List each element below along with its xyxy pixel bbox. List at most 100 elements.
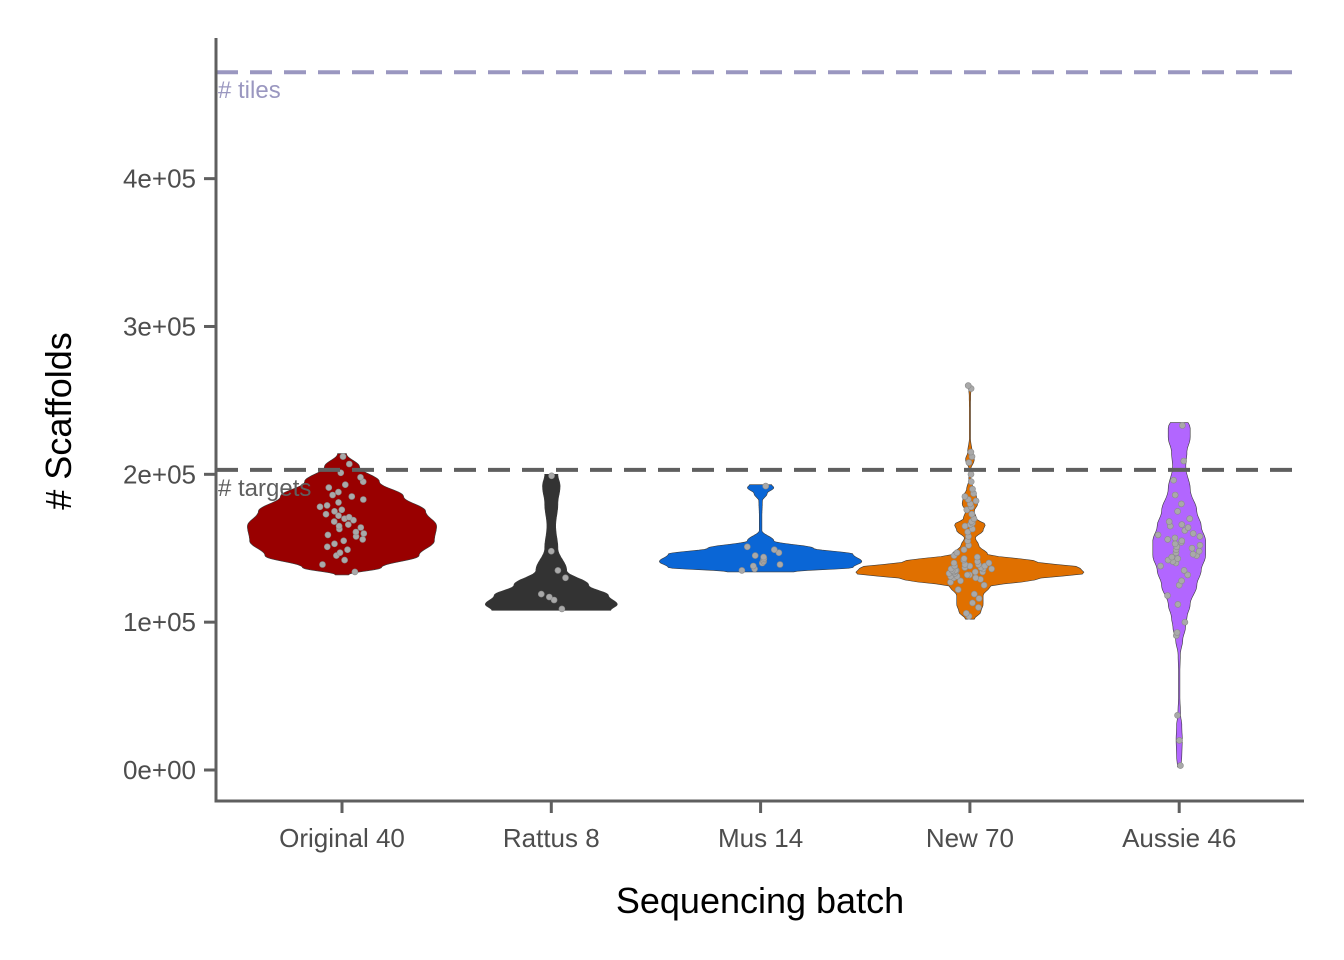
x-tick-label: Aussie 46 [1122,823,1236,853]
reference-label-tiles: # tiles [218,77,281,104]
data-point [1180,457,1187,465]
data-point [1174,601,1182,608]
data-point [972,497,980,505]
data-point [953,549,961,557]
y-tick-label: 0e+00 [123,755,196,785]
y-tick-label: 2e+05 [123,459,196,489]
data-point [322,510,330,518]
data-point [964,528,972,536]
data-point [1176,737,1183,744]
data-point [545,593,553,601]
data-point [960,546,968,554]
data-point [1184,524,1192,531]
data-point [329,491,336,499]
data-point [550,596,558,604]
data-point [1178,521,1186,528]
data-point [1196,541,1204,549]
data-point [344,546,351,554]
data-point [340,537,348,545]
data-point [1186,515,1193,523]
data-point [954,586,962,593]
data-point [331,540,338,548]
y-tick-label: 3e+05 [123,311,196,341]
data-point [335,488,342,496]
data-point [1174,507,1181,515]
data-point [1178,577,1185,585]
data-point [972,574,980,582]
data-point [335,499,342,506]
data-point [1180,567,1188,574]
data-point [1174,555,1181,562]
data-point [760,553,767,561]
data-point [1174,711,1181,719]
data-point [980,581,988,589]
data-point [1189,550,1197,558]
data-point [950,559,958,567]
data-point [1189,530,1197,537]
data-point [975,595,983,602]
data-point [962,609,970,617]
data-point [967,470,975,478]
data-point [344,521,352,528]
data-point [1178,500,1185,508]
violin-original-40 [247,453,437,576]
data-point [1154,531,1162,539]
data-point [960,555,968,562]
data-point [1164,592,1171,599]
data-point [341,556,348,564]
data-point [1157,562,1164,570]
data-point [762,482,770,490]
data-point [1170,476,1177,484]
data-point [1171,540,1179,548]
data-point [341,481,349,489]
data-point [738,567,746,574]
data-point [1165,518,1173,525]
data-point [1164,536,1171,543]
data-point [775,549,783,557]
data-point [351,568,359,576]
data-point [323,502,331,509]
data-point [360,530,368,537]
data-point [963,571,971,579]
x-tick-label: New 70 [926,823,1014,853]
y-tick-label: 4e+05 [123,164,196,194]
y-axis-title: # Scaffolds [38,332,79,509]
data-point [1181,618,1189,626]
data-point [1171,491,1179,499]
data-point [1168,553,1176,561]
data-point [961,493,969,500]
data-point [357,524,365,531]
data-point [1173,629,1181,636]
data-point [323,543,331,551]
x-tick-label: Original 40 [279,823,405,853]
data-point [968,510,976,518]
data-point [985,559,993,567]
points-layer [316,382,1204,769]
data-point [338,506,346,514]
violin-layer [247,383,1206,768]
y-tick-label: 1e+05 [123,607,196,637]
data-point [357,473,364,481]
axes-layer: 0e+00 1e+05 2e+05 3e+05 4e+05 Original 40 Ratt… [123,38,1304,853]
data-point [319,561,326,568]
data-point [969,485,976,493]
data-point [971,568,979,576]
data-point [1184,571,1191,579]
x-tick-label: Mus 14 [718,823,803,853]
data-point [359,536,367,543]
data-point [743,543,751,551]
data-point [965,459,973,466]
data-point [345,460,353,468]
data-point [345,513,353,521]
violin-aussie-46 [1152,422,1206,768]
violin-mus-14 [659,484,863,573]
data-point [749,562,757,570]
data-point [1178,537,1186,545]
x-axis-title: Sequencing batch [616,880,904,921]
data-point [331,507,338,515]
reference-lines: # tiles # targets [216,70,1304,502]
data-point [335,522,343,530]
data-point [776,561,784,568]
data-point [548,472,555,480]
